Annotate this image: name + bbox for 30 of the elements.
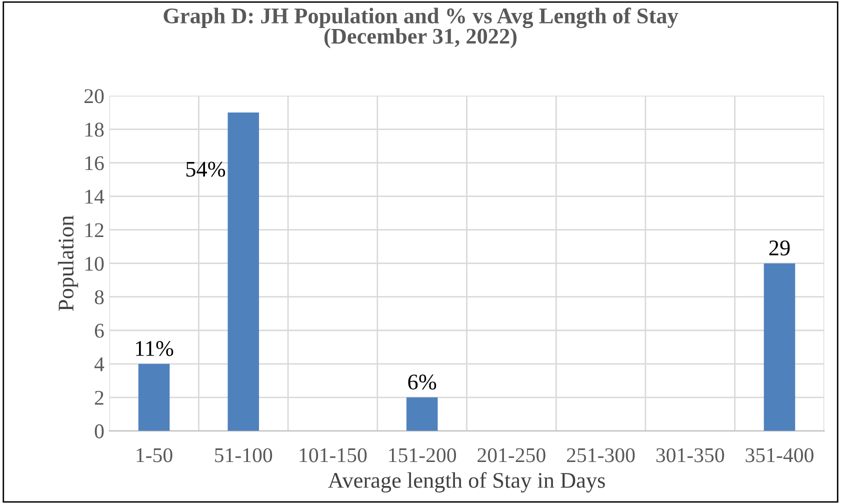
y-tick-label: 14 bbox=[85, 190, 104, 204]
y-tick-label: 6 bbox=[94, 324, 104, 338]
x-tick-label: 1-50 bbox=[136, 448, 172, 462]
y-tick-label: 18 bbox=[85, 122, 104, 137]
y-tick-label: 2 bbox=[94, 390, 104, 405]
y-tick-label: 8 bbox=[94, 290, 104, 304]
annotation: 29 bbox=[769, 240, 790, 256]
x-tick-label: 201-250 bbox=[478, 448, 546, 462]
bar bbox=[138, 364, 170, 431]
chart-title: Graph D: JH Population and % vs Avg Length of Stay (December 31, 2022) bbox=[164, 8, 678, 48]
x-axis-title: Average length of Stay in Days bbox=[328, 472, 605, 492]
y-tick-label: 4 bbox=[94, 357, 104, 372]
x-tick-label: 351-400 bbox=[746, 448, 814, 462]
y-tick-label: 16 bbox=[85, 156, 104, 170]
bar bbox=[406, 397, 438, 431]
bar bbox=[228, 112, 259, 431]
y-tick-label: 0 bbox=[94, 424, 104, 438]
y-axis-title: Population bbox=[58, 216, 78, 311]
bar bbox=[764, 263, 796, 431]
x-tick-label: 151-200 bbox=[389, 448, 456, 462]
annotation: 54% bbox=[186, 162, 226, 177]
annotation: 11% bbox=[136, 341, 174, 356]
x-tick-label: 301-350 bbox=[656, 448, 724, 462]
x-tick-label: 51-100 bbox=[215, 448, 272, 462]
x-tick-label: 101-150 bbox=[300, 448, 367, 462]
annotation: 6% bbox=[408, 374, 436, 390]
y-tick-label: 10 bbox=[85, 256, 104, 271]
y-tick-label: 12 bbox=[85, 223, 104, 238]
y-tick-label: 20 bbox=[84, 89, 104, 104]
x-tick-label: 251-300 bbox=[566, 448, 635, 462]
